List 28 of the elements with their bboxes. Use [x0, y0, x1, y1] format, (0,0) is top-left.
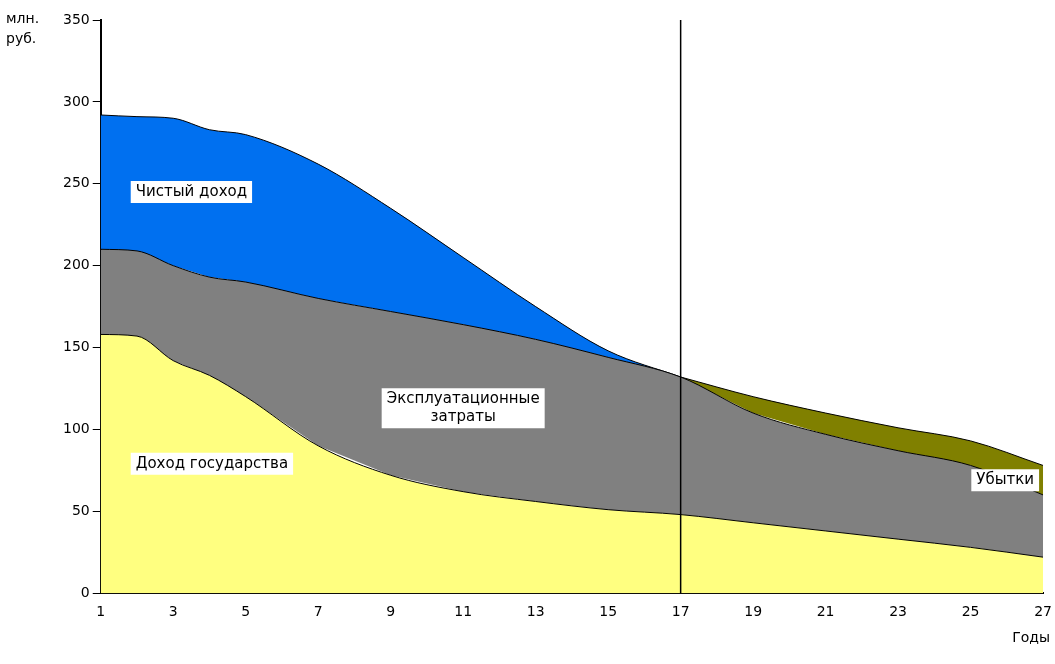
x-tick-label: 17 — [671, 603, 690, 620]
x-tick-label: 7 — [313, 603, 323, 620]
x-tick-label: 25 — [961, 603, 980, 620]
series-label: Эксплуатационные затраты — [386, 389, 540, 426]
series-label: Доход государства — [135, 453, 289, 472]
x-tick-label: 13 — [526, 603, 545, 620]
x-tick-label: 9 — [386, 603, 396, 620]
y-tick-label: 0 — [80, 583, 90, 600]
y-tick-label: 150 — [62, 338, 90, 355]
x-tick-label: 27 — [1034, 603, 1053, 620]
x-tick-label: 11 — [454, 603, 473, 620]
x-axis-title: Годы — [1012, 628, 1050, 645]
series-label: Убытки — [976, 470, 1035, 489]
y-tick-label: 300 — [62, 92, 90, 109]
y-tick-label: 350 — [62, 10, 90, 27]
series-label: Чистый доход — [135, 181, 248, 200]
x-tick-label: 3 — [168, 603, 178, 620]
x-tick-label: 5 — [241, 603, 251, 620]
x-tick-label: 1 — [96, 603, 106, 620]
y-tick-label: 200 — [62, 256, 90, 273]
x-tick-label: 21 — [816, 603, 835, 620]
x-tick-label: 19 — [744, 603, 763, 620]
y-tick-label: 250 — [62, 174, 90, 191]
y-tick-label: 100 — [62, 420, 90, 437]
x-tick-label: 23 — [889, 603, 908, 620]
y-tick-label: 50 — [71, 501, 90, 518]
y-axis-title: млн. руб. — [6, 9, 40, 46]
x-tick-label: 15 — [599, 603, 618, 620]
